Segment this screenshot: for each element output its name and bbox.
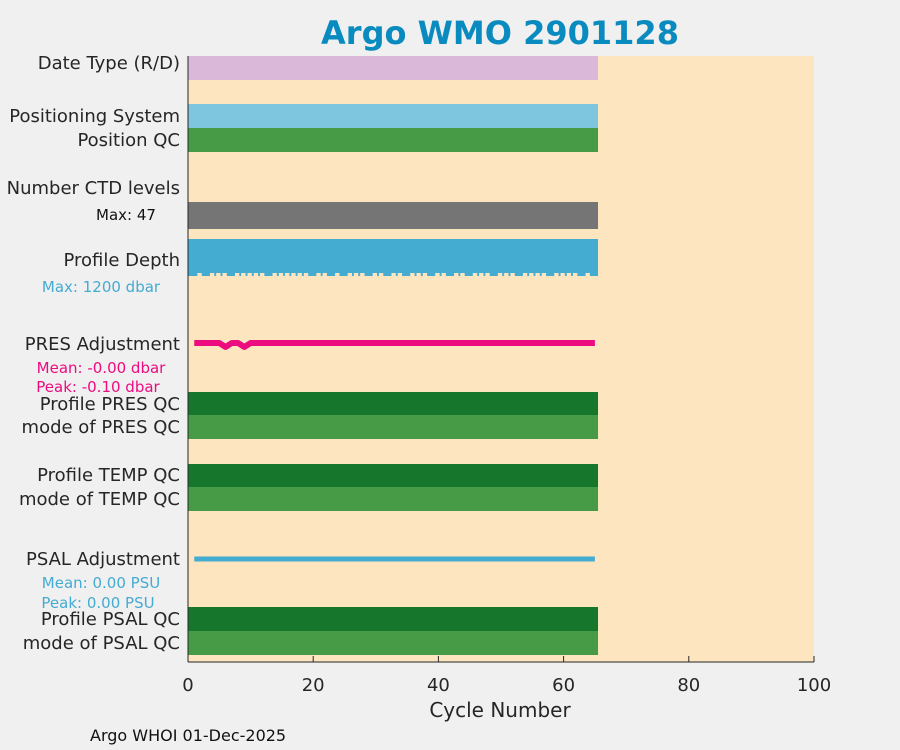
bar-profile-pres-qc [188,392,599,415]
depth-gap-marker [241,273,246,276]
depth-gap-marker [504,273,509,276]
row-note2-psal-adjustment: Peak: 0.00 PSU [41,594,154,612]
x-tick-label: 20 [302,675,325,696]
depth-gap-marker [522,273,528,276]
depth-gap-marker [397,273,403,276]
depth-gap-marker [554,273,559,276]
x-tick-label: 60 [552,675,575,696]
row-label-profile-temp-qc: Profile TEMP QC [37,465,180,486]
row-note-psal-adjustment: Mean: 0.00 PSU [42,574,160,592]
depth-gap-marker [572,273,578,276]
bar-date-type-r-d [188,56,599,80]
depth-gap-marker [460,273,465,276]
depth-gap-marker [441,273,446,276]
row-note-pres-adjustment: Mean: -0.00 dbar [37,359,167,377]
x-tick-label: 0 [182,675,193,696]
depth-gap-marker [391,273,396,276]
row-label-positioning-system: Positioning System [9,106,180,127]
depth-gap-marker [372,273,378,276]
depth-gap-marker [247,273,252,276]
depth-gap-marker [259,273,265,276]
depth-gap-marker [353,273,359,276]
line-pres-adjustment [194,340,595,350]
row-label-position-qc: Position QC [77,130,180,151]
depth-gap-marker [316,273,321,276]
depth-gap-marker [416,273,421,276]
depth-gap-marker [272,273,277,276]
bar-profile-temp-qc [188,464,599,487]
row-label-profile-pres-qc: Profile PRES QC [40,394,180,415]
bar-positioning-system [188,104,599,128]
bar-mode-of-pres-qc [188,415,599,439]
bar-mode-of-psal-qc [188,631,599,655]
depth-gap-marker [566,273,572,276]
row-note-number-ctd-levels: Max: 47 [96,206,156,224]
depth-gap-marker [485,273,490,276]
depth-gap-marker [510,273,515,276]
row-label-number-ctd-levels: Number CTD levels [7,178,180,199]
depth-gap-marker [435,273,440,276]
bar-position-qc [188,128,599,152]
depth-gap-marker [529,273,534,276]
row-label-mode-of-pres-qc: mode of PRES QC [22,417,180,438]
depth-gap-marker [234,273,240,276]
depth-gap-marker [297,273,302,276]
chart-title: Argo WMO 2901128 [321,14,679,52]
depth-gap-marker [209,273,215,276]
x-tick-label: 40 [427,675,450,696]
x-tick-label: 80 [677,675,700,696]
row-label-mode-of-psal-qc: mode of PSAL QC [23,633,180,654]
row-label-date-type-r-d: Date Type (R/D) [38,53,180,74]
depth-gap-marker [497,273,503,276]
row-note2-pres-adjustment: Peak: -0.10 dbar [36,378,160,396]
depth-gap-marker [322,273,327,276]
depth-gap-marker [541,273,547,276]
depth-gap-marker [222,273,227,276]
bar-profile-depth [188,239,599,276]
depth-gap-marker [335,273,340,276]
depth-gap-marker [378,273,384,276]
x-axis-label: Cycle Number [429,698,571,722]
depth-gap-marker [303,273,309,276]
x-tick-label: 100 [797,675,831,696]
depth-gap-marker [216,273,221,276]
depth-gap-marker [360,273,365,276]
depth-gap-marker [472,273,478,276]
depth-gap-marker [410,273,415,276]
depth-gap-marker [197,273,202,276]
bar-profile-psal-qc [188,607,599,631]
bar-number-ctd-levels [188,202,599,229]
depth-gap-marker [253,273,259,276]
depth-gap-marker [291,273,296,276]
depth-gap-marker [422,273,428,276]
depth-gap-marker [278,273,284,276]
row-label-profile-depth: Profile Depth [63,250,180,271]
depth-gap-marker [347,273,353,276]
bar-mode-of-temp-qc [188,487,599,511]
row-label-pres-adjustment: PRES Adjustment [25,334,180,355]
depth-gap-marker [285,273,290,276]
depth-gap-marker [585,273,590,276]
depth-gap-marker [454,273,459,276]
footer-credit: Argo WHOI 01-Dec-2025 [90,726,286,745]
row-label-psal-adjustment: PSAL Adjustment [26,549,180,570]
depth-gap-marker [479,273,484,276]
row-note-profile-depth: Max: 1200 dbar [42,278,161,296]
depth-gap-marker [535,273,540,276]
row-label-profile-psal-qc: Profile PSAL QC [41,609,180,630]
depth-gap-marker [560,273,565,276]
row-label-mode-of-temp-qc: mode of TEMP QC [19,489,180,510]
